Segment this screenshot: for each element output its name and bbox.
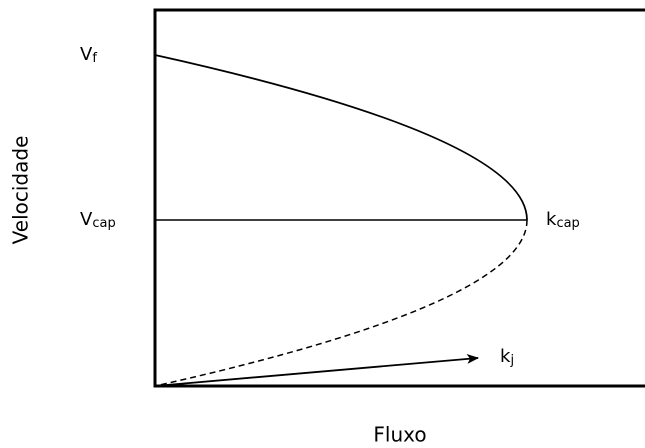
y-axis-label: Velocidade xyxy=(9,136,33,245)
dashed-curve xyxy=(154,219,528,387)
kcap-label: kcap xyxy=(546,209,580,231)
kj-label: kj xyxy=(500,346,514,368)
vcap-label: Vcap xyxy=(80,209,116,231)
solid-curve xyxy=(154,54,528,221)
jam-arrow xyxy=(154,353,479,387)
vf-label: Vf xyxy=(80,44,97,66)
x-axis-label: Fluxo xyxy=(373,423,426,447)
